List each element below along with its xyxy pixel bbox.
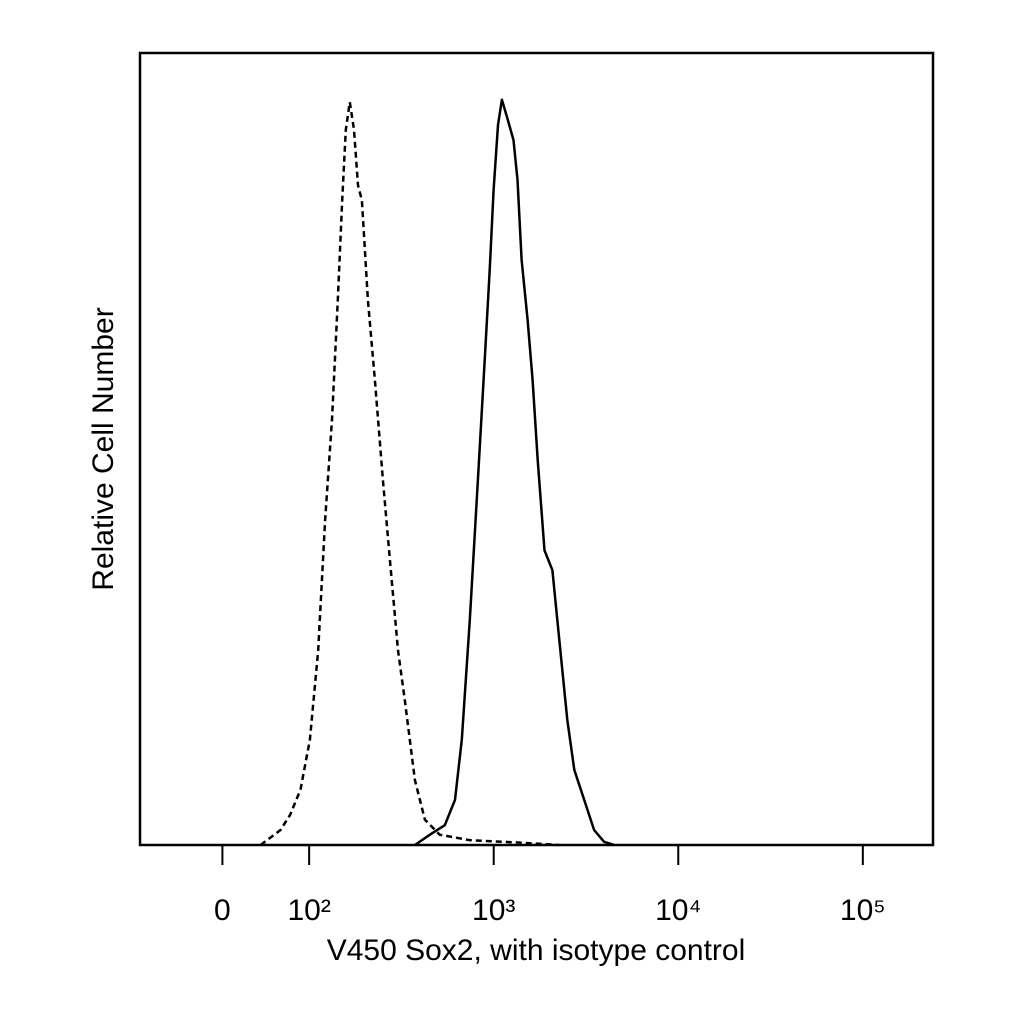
- histogram-line: [414, 98, 615, 847]
- x-tick-label: 10²: [287, 894, 330, 927]
- x-axis-label: V450 Sox2, with isotype control: [327, 934, 746, 967]
- x-tick-label: 10⁵: [840, 894, 886, 927]
- plot-frame: [138, 51, 935, 847]
- histogram-line: [259, 100, 560, 847]
- x-tick-label: 10⁴: [655, 894, 701, 927]
- y-axis-label: Relative Cell Number: [87, 307, 120, 590]
- x-tick-label: 0: [214, 894, 231, 927]
- x-tick-label: 10³: [472, 894, 515, 927]
